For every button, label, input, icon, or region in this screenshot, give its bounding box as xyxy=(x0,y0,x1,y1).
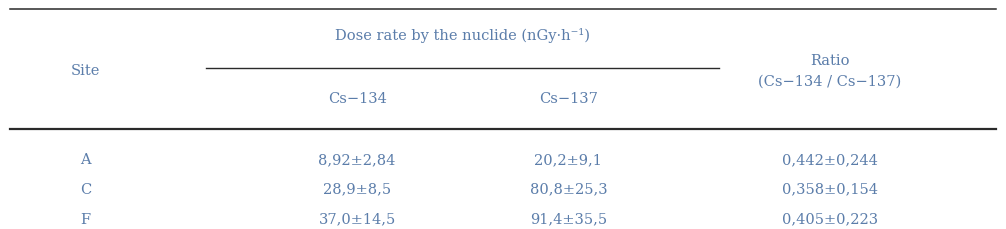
Text: 91,4±35,5: 91,4±35,5 xyxy=(530,212,607,226)
Text: C: C xyxy=(79,182,92,196)
Text: F: F xyxy=(80,212,91,226)
Text: 0,405±0,223: 0,405±0,223 xyxy=(782,212,878,226)
Text: Cs−134: Cs−134 xyxy=(328,92,386,105)
Text: 0,442±0,244: 0,442±0,244 xyxy=(782,152,878,166)
Text: 80,8±25,3: 80,8±25,3 xyxy=(529,182,608,196)
Text: 8,92±2,84: 8,92±2,84 xyxy=(319,152,395,166)
Text: 20,2±9,1: 20,2±9,1 xyxy=(534,152,603,166)
Text: 0,358±0,154: 0,358±0,154 xyxy=(782,182,878,196)
Text: Site: Site xyxy=(70,64,101,78)
Text: Dose rate by the nuclide (nGy·h⁻¹): Dose rate by the nuclide (nGy·h⁻¹) xyxy=(335,28,591,43)
Text: Ratio
(Cs−134 / Cs−137): Ratio (Cs−134 / Cs−137) xyxy=(759,54,901,88)
Text: 28,9±8,5: 28,9±8,5 xyxy=(323,182,391,196)
Text: Cs−137: Cs−137 xyxy=(539,92,598,105)
Text: A: A xyxy=(80,152,91,166)
Text: 37,0±14,5: 37,0±14,5 xyxy=(319,212,395,226)
